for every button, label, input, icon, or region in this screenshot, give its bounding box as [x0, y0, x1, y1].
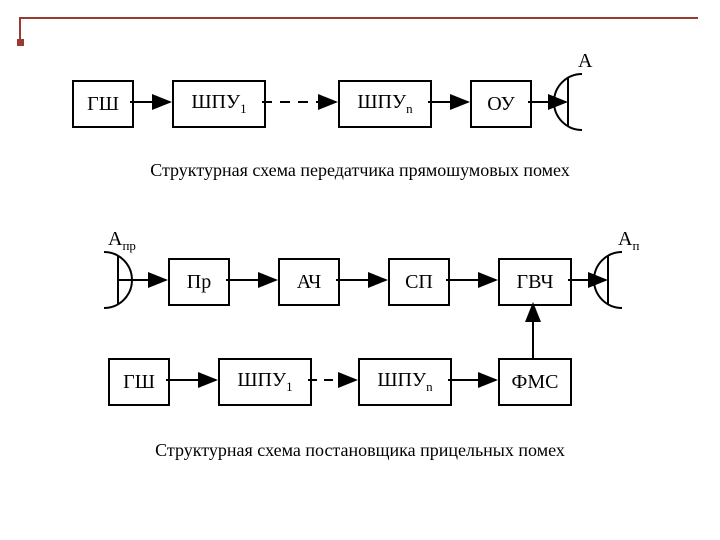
d2-lines	[0, 0, 720, 440]
caption-2: Структурная схема постановщика прицельны…	[0, 440, 720, 461]
antenna-label-ap: Ап	[618, 228, 639, 254]
antenna-label-apr: Апр	[108, 228, 136, 254]
